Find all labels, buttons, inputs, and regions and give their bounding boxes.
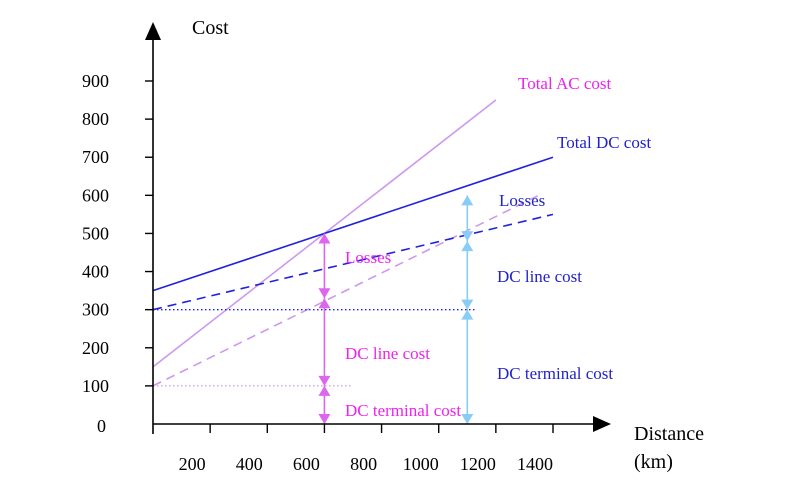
ac-annotation-arrow-1-head-down — [318, 375, 331, 386]
dc-annotation-arrow-2-head-up — [461, 195, 474, 206]
dc-line-cost-label: DC line cost — [497, 267, 582, 286]
dc-annotation-arrow-1-head-up — [461, 241, 474, 252]
series-dashed-line — [152, 194, 540, 387]
x-axis-label-line1: Distance — [634, 423, 704, 445]
line-series-group — [152, 99, 554, 387]
y-tick-label: 700 — [82, 147, 109, 167]
x-axis-arrowhead — [593, 416, 611, 432]
dc-annotation-arrow-1-head-down — [461, 299, 474, 310]
y-tick-label: 100 — [82, 376, 109, 396]
x-ticks: 200 400 600 800 1000 1200 1400 — [179, 424, 554, 474]
ac-annotation-arrow-1-head-up — [318, 298, 331, 309]
x-tick-label: 1400 — [517, 454, 553, 474]
ac-annotation-arrow-2-head-down — [318, 288, 331, 299]
ac-annotation-arrow-0-head-up — [318, 385, 331, 396]
total-ac-cost-label: Total AC cost — [518, 74, 612, 93]
x-tick-label: 200 — [179, 454, 206, 474]
x-tick-label: 800 — [350, 454, 377, 474]
dc-terminal-cost-label: DC terminal cost — [497, 364, 613, 383]
y-axis-label: Cost — [192, 17, 229, 39]
y-axis-arrowhead — [145, 22, 161, 40]
x-tick-label: 1200 — [460, 454, 496, 474]
y-tick-label: 800 — [82, 109, 109, 129]
y-tick-label: 300 — [82, 300, 109, 320]
y-tick-label: 200 — [82, 338, 109, 358]
x-tick-label: 600 — [293, 454, 320, 474]
dc-annotation-arrow-0-head-down — [461, 414, 474, 424]
y-tick-label: 600 — [82, 185, 109, 205]
dc-annotation-arrow-2-head-down — [461, 231, 474, 242]
ac-annotation-arrow-0-head-down — [318, 414, 331, 424]
x-tick-label: 1000 — [403, 454, 439, 474]
dc-losses-label: Losses — [499, 191, 545, 210]
ac-annotation-arrow-2-head-up — [318, 233, 331, 244]
y-ticks: 0 100 200 300 400 500 600 700 800 900 — [82, 71, 153, 436]
ac-losses-label: Losses — [345, 248, 391, 267]
series-dashed-line — [152, 213, 554, 311]
total-dc-cost-label: Total DC cost — [557, 133, 651, 152]
y-tick-label: 500 — [82, 223, 109, 243]
y-tick-label: 0 — [97, 416, 106, 436]
y-tick-label: 900 — [82, 71, 109, 91]
annotation-arrows — [318, 195, 474, 424]
x-tick-label: 400 — [236, 454, 263, 474]
ac-line-cost-label: DC line cost — [345, 344, 430, 363]
ac-terminal-cost-label: DC terminal cost — [345, 401, 461, 420]
total-dc-cost-line — [152, 156, 554, 292]
y-tick-label: 400 — [82, 262, 109, 282]
x-axis-label-line2: (km) — [634, 451, 673, 473]
dc-annotation-arrow-0-head-up — [461, 309, 474, 320]
